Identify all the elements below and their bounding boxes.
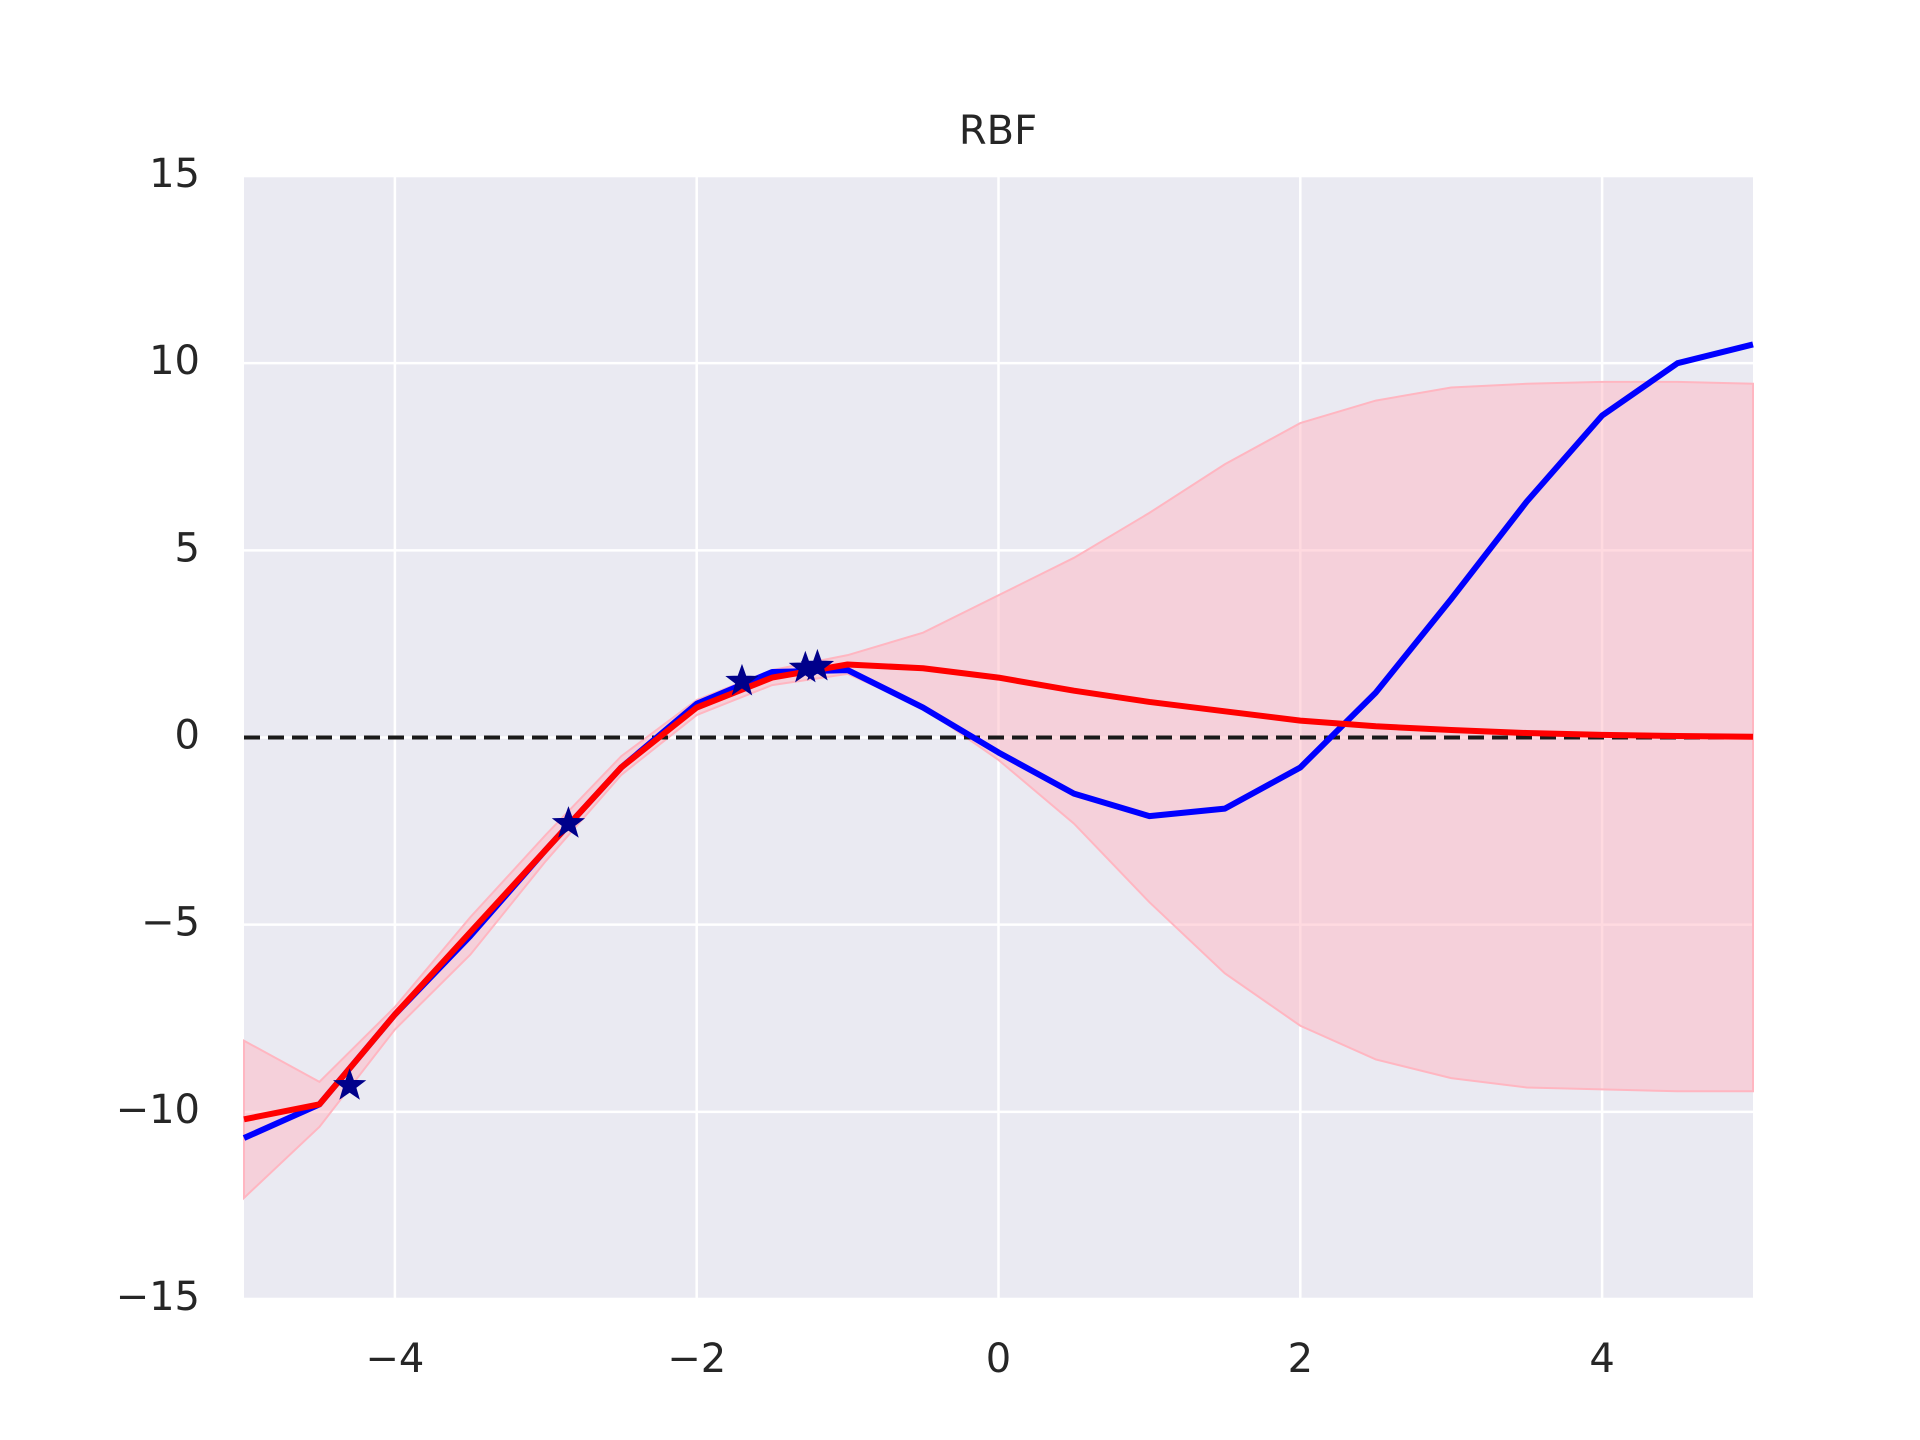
y-tick-label: −10	[116, 1087, 200, 1133]
y-tick-label: 0	[175, 713, 200, 759]
y-tick-label: −15	[116, 1274, 200, 1320]
x-tick-label: 0	[986, 1336, 1011, 1382]
observation-point	[332, 1068, 367, 1100]
y-tick-label: 10	[149, 338, 200, 384]
y-tick-label: −5	[141, 900, 200, 946]
y-tick-label: 5	[175, 525, 200, 571]
x-tick-label: −4	[365, 1336, 424, 1382]
y-tick-label: 15	[149, 151, 200, 197]
observation-point	[551, 806, 586, 838]
observation-point	[800, 648, 835, 681]
x-tick-label: 2	[1288, 1336, 1313, 1382]
observation-point	[725, 663, 759, 696]
chart-title: RBF	[959, 108, 1037, 154]
series-line	[243, 661, 1754, 1123]
x-tick-label: 4	[1589, 1336, 1614, 1382]
x-tick-label: −2	[667, 1336, 726, 1382]
